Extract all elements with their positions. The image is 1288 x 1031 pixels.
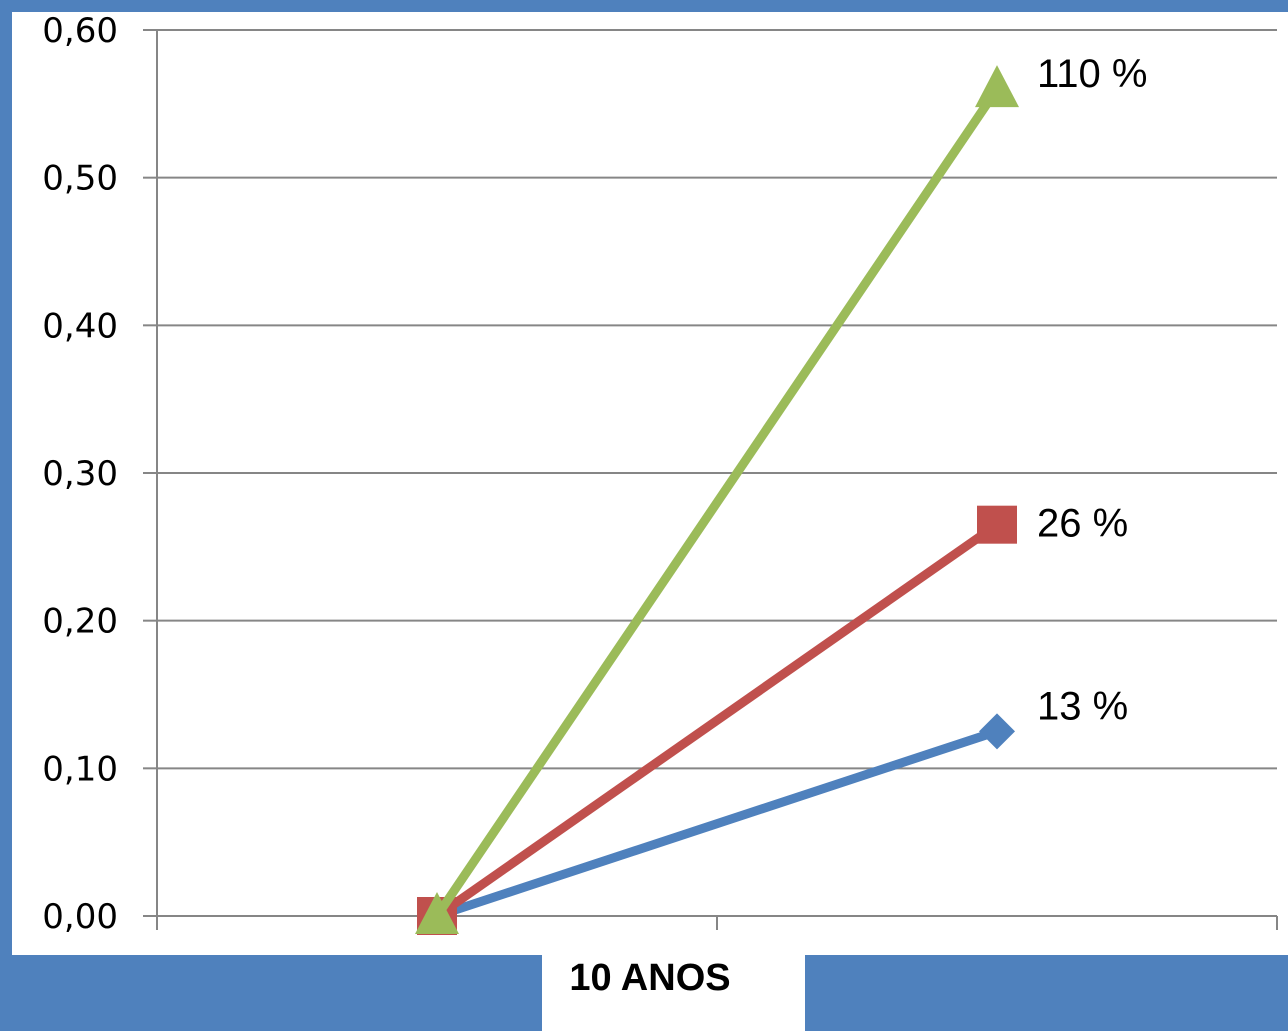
data-point-diamond [979,713,1015,750]
y-tick-label: 0,20 [42,602,118,642]
chart-background [12,12,1288,1031]
series-line [434,520,1000,920]
data-point-triangle [975,65,1019,108]
y-tick-label: 0,40 [42,306,118,346]
y-tick-label: 0,50 [42,159,118,199]
data-point-square [977,505,1017,544]
y-tick-label: 0,30 [42,454,118,494]
y-tick-label: 0,60 [42,11,118,51]
series-line [433,86,1001,919]
data-label: 110 % [1037,52,1147,96]
series-group [415,65,1019,935]
y-tick-label: 0,00 [42,897,118,937]
data-label: 26 % [1037,502,1128,546]
y-tick-labels: 0,00 0,10 0,20 0,30 0,40 0,50 0,60 [42,11,118,937]
x-axis-label: 10 ANOS [569,957,730,999]
data-labels: 13 % 26 % 110 % [1037,52,1147,728]
grid [157,29,1277,770]
series-line [435,727,999,921]
y-tick-label: 0,10 [42,749,118,789]
data-label: 13 % [1037,684,1128,728]
data-point-triangle [415,892,459,934]
axes [143,29,1278,930]
